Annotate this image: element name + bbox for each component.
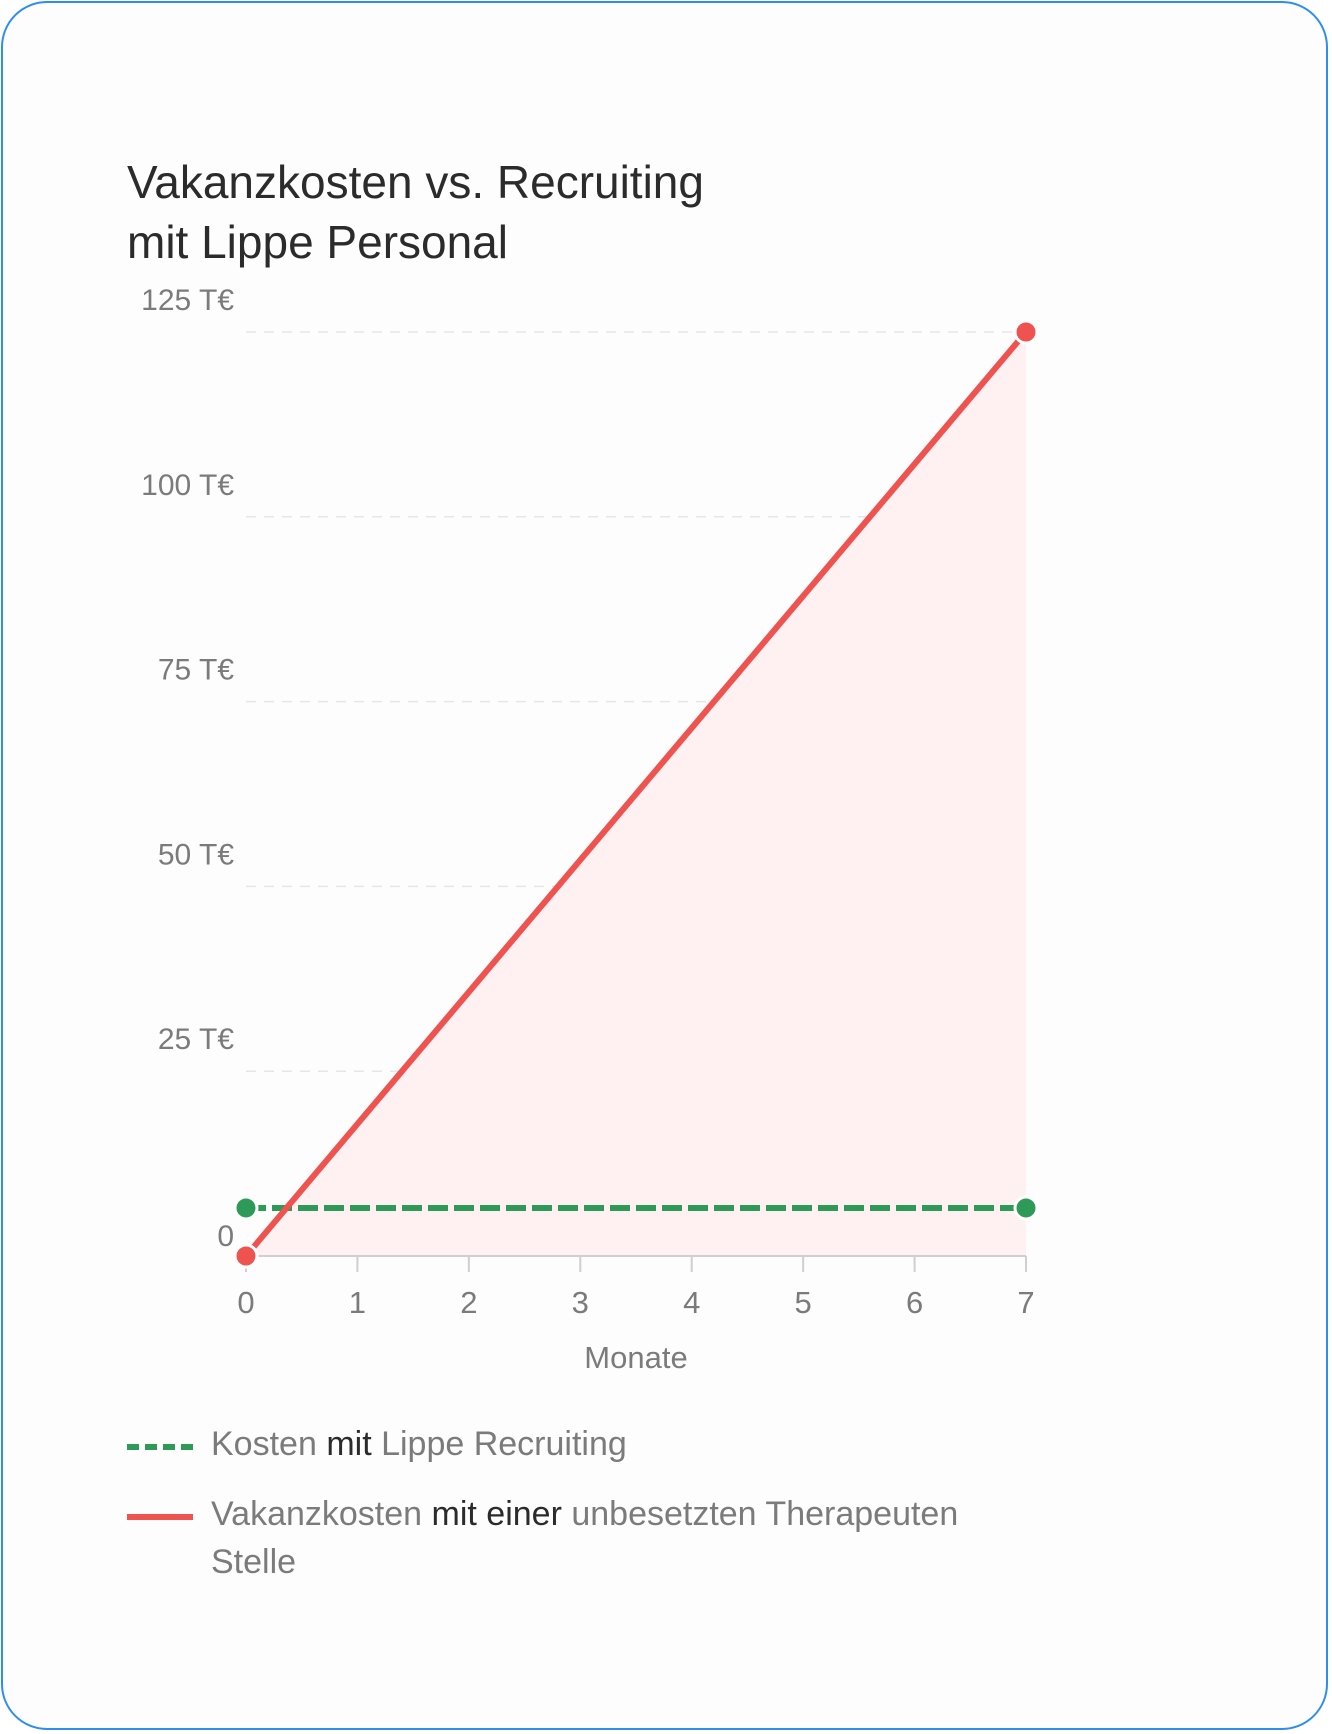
- legend-item: Vakanzkosten mit einer unbesetzten Thera…: [127, 1490, 1027, 1586]
- legend-item: Kosten mit Lippe Recruiting: [127, 1420, 1027, 1468]
- recruiting-cost-point: [233, 1195, 259, 1221]
- legend-label-part: Vakanzkosten: [211, 1495, 432, 1533]
- vacancy-cost-point: [1013, 319, 1039, 345]
- y-tick-label: 125 T€: [141, 284, 234, 317]
- x-tick-label: 6: [906, 1285, 923, 1320]
- y-tick-label: 0: [217, 1220, 234, 1253]
- chart-title-line-1: Vakanzkosten vs. Recruiting: [127, 156, 704, 208]
- y-tick-label: 100 T€: [141, 469, 234, 502]
- recruiting-cost-point: [1013, 1195, 1039, 1221]
- x-tick-label: 1: [349, 1285, 366, 1320]
- x-tick-label: 4: [683, 1285, 700, 1320]
- y-tick-label: 50 T€: [158, 838, 234, 871]
- chart-legend: Kosten mit Lippe Recruiting Vakanzkosten …: [127, 1420, 1027, 1608]
- chart-title-line-2: mit Lippe Personal: [127, 216, 508, 268]
- x-tick-label: 3: [572, 1285, 589, 1320]
- legend-label-part: unbesetzten Therapeuten Stelle: [211, 1495, 959, 1581]
- vacancy-cost-line: [243, 329, 1029, 1259]
- x-tick-label: 5: [795, 1285, 812, 1320]
- x-tick-label: 7: [1017, 1285, 1034, 1320]
- legend-label-part: Lippe Recruiting: [371, 1425, 627, 1463]
- x-axis-title: Monate: [584, 1340, 687, 1375]
- legend-label-part: Kosten: [211, 1425, 327, 1463]
- legend-dashed-line-swatch: [127, 1444, 193, 1450]
- line-chart: 0 25 T€ 50 T€ 75 T€ 100 T€ 125 T€ 0 1 2 3 4 5 6 7 Mona…: [141, 284, 1039, 1375]
- y-tick-label: 75 T€: [158, 654, 234, 687]
- legend-solid-line-swatch: [127, 1514, 193, 1520]
- chart-title: Vakanzkosten vs. Recruiting mit Lippe Pe…: [127, 152, 887, 272]
- y-tick-label: 25 T€: [158, 1023, 234, 1056]
- legend-label-part: mit: [326, 1425, 372, 1463]
- x-tick-label: 0: [237, 1285, 254, 1320]
- x-tick-label: 2: [460, 1285, 477, 1320]
- legend-label-part: mit einer: [431, 1495, 562, 1533]
- vacancy-cost-point: [233, 1243, 259, 1269]
